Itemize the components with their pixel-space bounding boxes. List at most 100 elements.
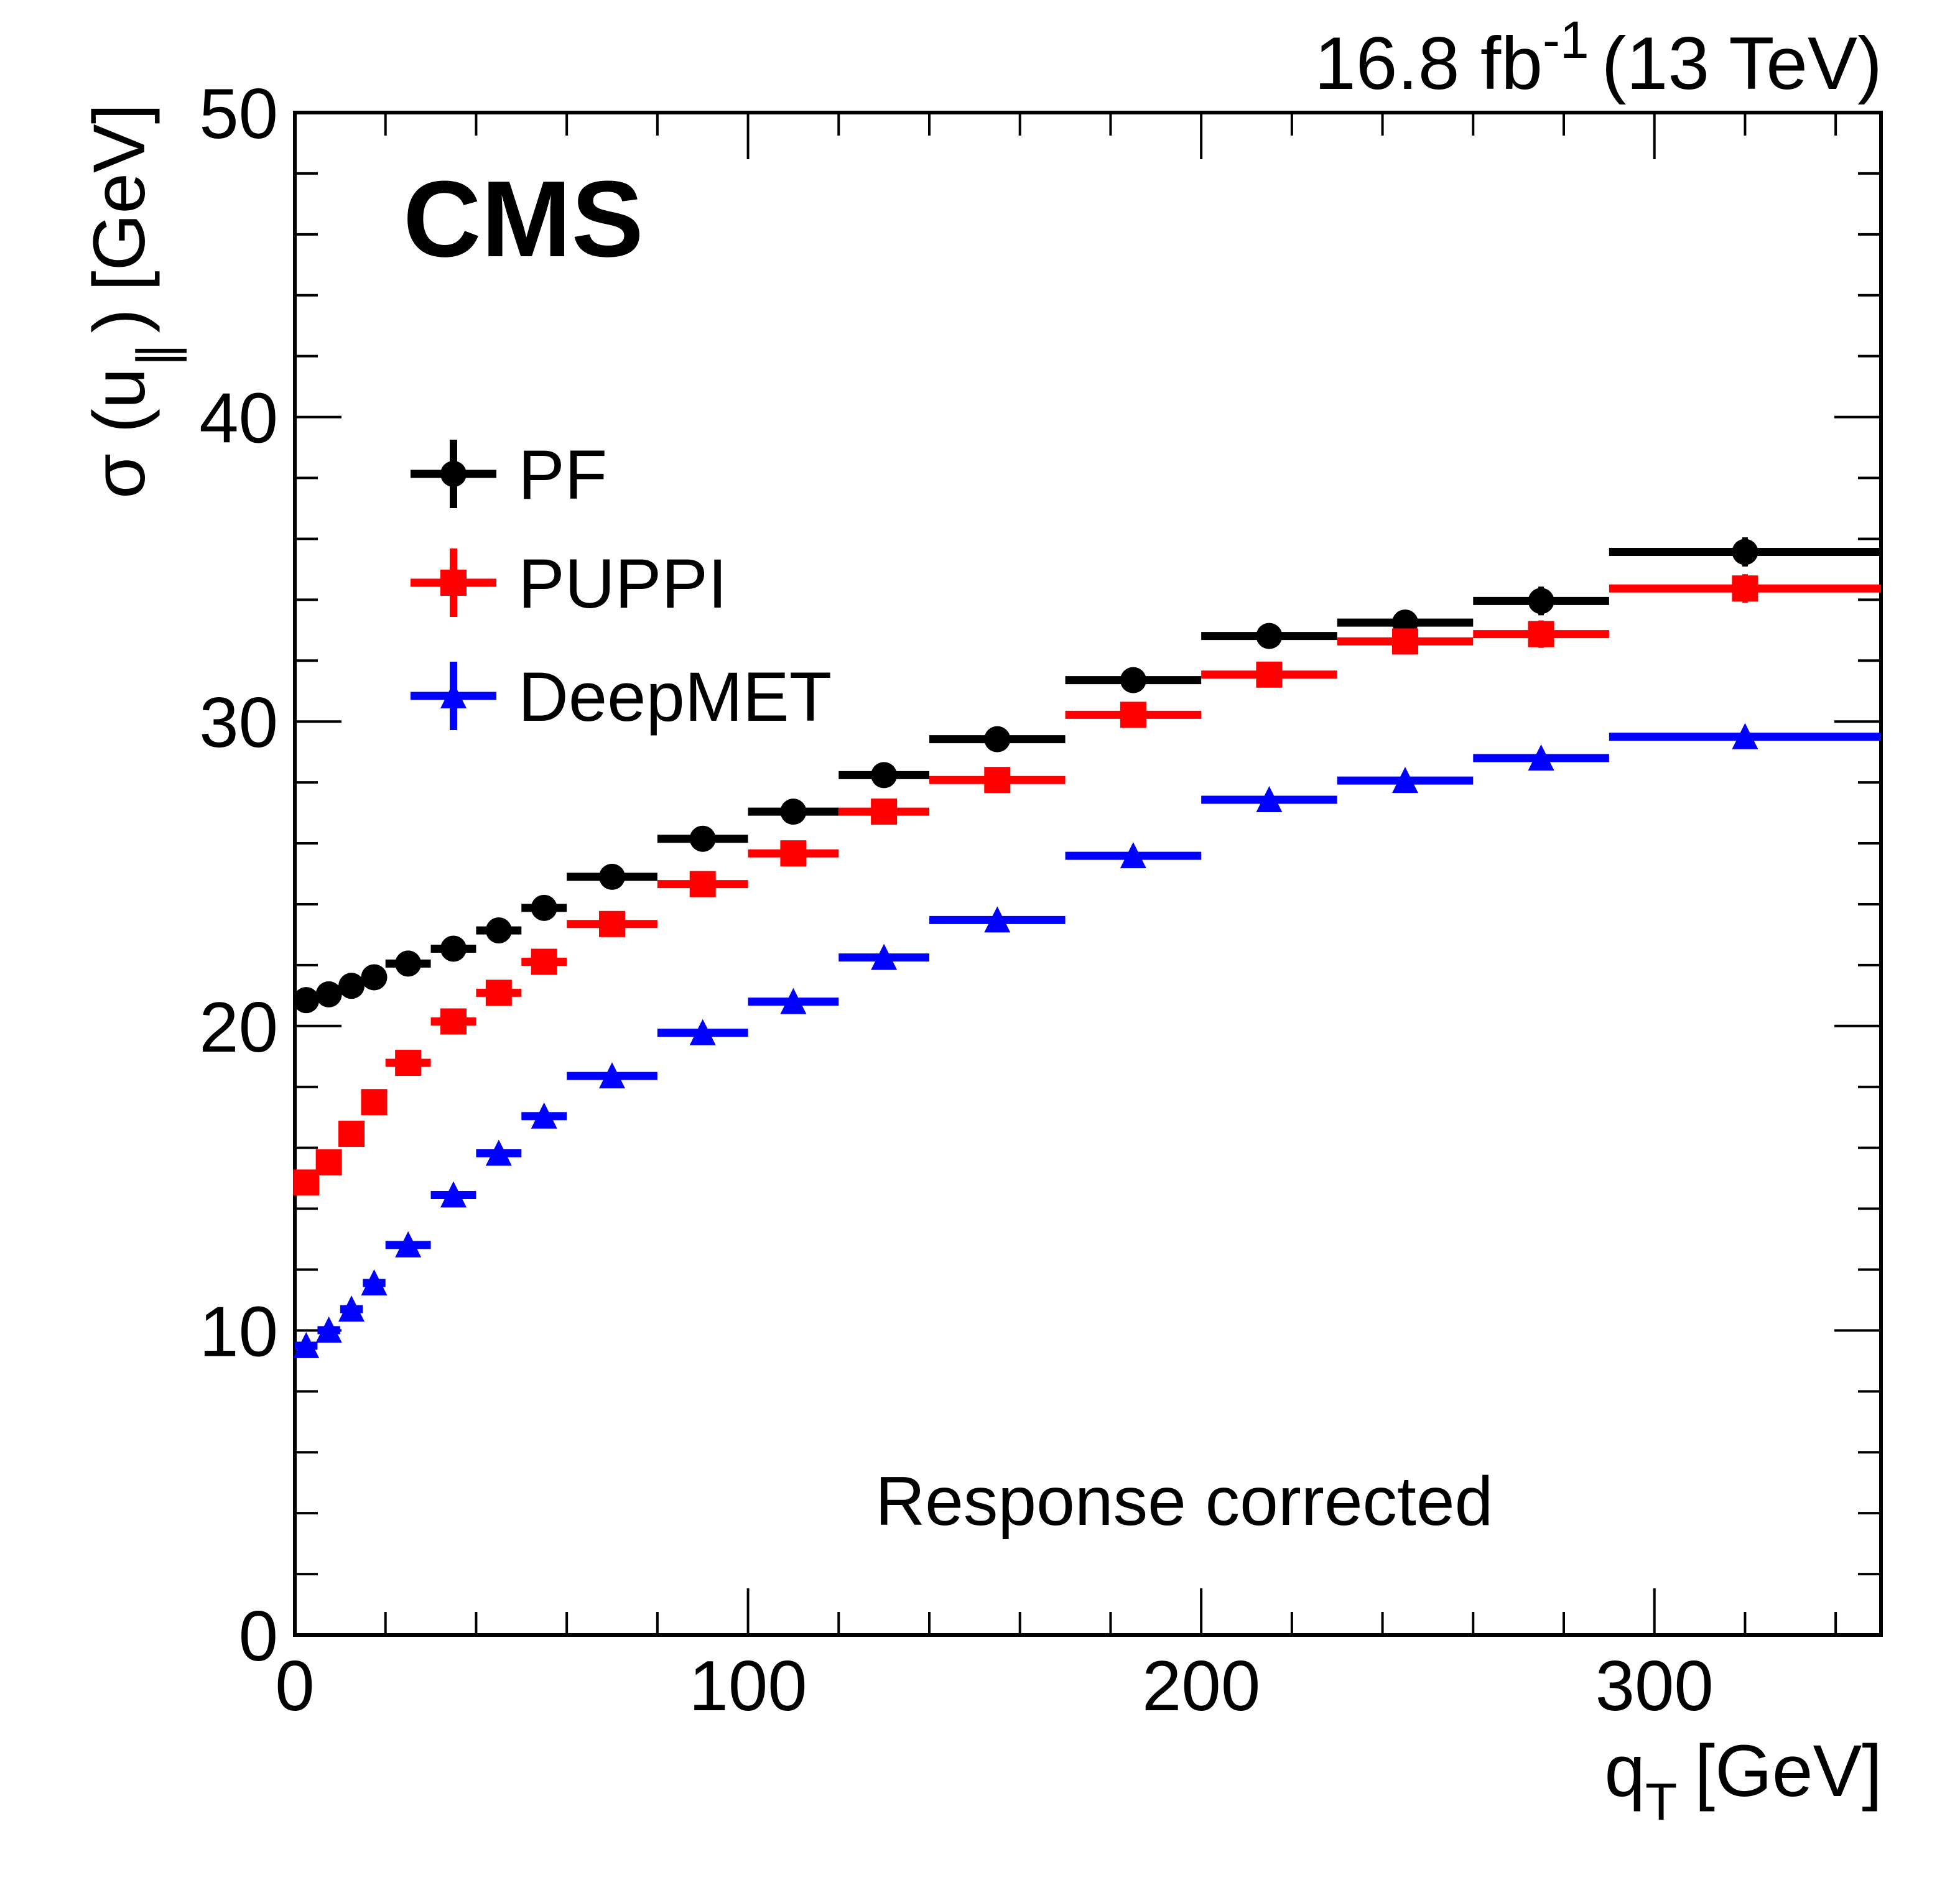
marker-triangle-up bbox=[984, 906, 1011, 933]
series-pf bbox=[293, 537, 1881, 1014]
marker-circle bbox=[531, 894, 557, 921]
data-point bbox=[293, 1331, 320, 1358]
marker-triangle-up bbox=[293, 1331, 320, 1358]
lumi-energy: (13 TeV) bbox=[1602, 22, 1882, 105]
y-tick-label: 10 bbox=[199, 1292, 278, 1371]
marker-square bbox=[315, 1149, 342, 1176]
x-axis-title-unit: [GeV] bbox=[1694, 1730, 1882, 1812]
legend-marker-triangle-up bbox=[440, 682, 467, 708]
data-point bbox=[385, 1231, 431, 1257]
legend-marker-circle bbox=[440, 461, 467, 487]
data-point bbox=[1473, 744, 1609, 771]
marker-triangle-up bbox=[780, 988, 807, 1014]
data-point bbox=[567, 1062, 657, 1089]
data-point bbox=[1065, 842, 1202, 869]
data-point bbox=[1337, 628, 1474, 655]
data-point bbox=[521, 948, 567, 975]
data-point bbox=[521, 1102, 567, 1129]
marker-square bbox=[689, 871, 716, 897]
marker-square bbox=[871, 799, 898, 825]
marker-triangle-up bbox=[338, 1295, 365, 1322]
data-point bbox=[430, 1181, 476, 1208]
marker-circle bbox=[395, 950, 422, 977]
marker-circle bbox=[361, 964, 388, 991]
marker-triangle-up bbox=[1256, 786, 1283, 813]
data-point bbox=[929, 726, 1066, 752]
marker-square bbox=[440, 1008, 467, 1035]
marker-circle bbox=[780, 799, 807, 825]
data-point bbox=[1609, 574, 1881, 603]
legend-label: DeepMET bbox=[518, 658, 832, 736]
x-tick-label: 300 bbox=[1595, 1647, 1714, 1726]
data-point bbox=[1473, 586, 1609, 616]
data-point bbox=[1337, 767, 1474, 794]
data-point bbox=[657, 1019, 748, 1045]
data-point bbox=[748, 799, 839, 825]
data-point bbox=[361, 1269, 388, 1296]
data-point bbox=[315, 1149, 342, 1176]
marker-square bbox=[531, 948, 557, 975]
data-point bbox=[338, 1295, 365, 1322]
marker-circle bbox=[689, 825, 716, 852]
legend-entry-deepmet: DeepMET bbox=[411, 658, 832, 736]
data-point bbox=[315, 1316, 342, 1343]
data-point bbox=[838, 943, 929, 970]
y-axis-title-close: ) bbox=[78, 308, 160, 333]
marker-circle bbox=[984, 726, 1011, 752]
y-tick-label: 30 bbox=[199, 683, 278, 762]
y-tick-label: 50 bbox=[199, 75, 278, 154]
marker-circle bbox=[599, 863, 625, 890]
data-point bbox=[929, 767, 1066, 794]
marker-circle bbox=[871, 762, 898, 789]
marker-square bbox=[361, 1089, 388, 1116]
plot-frame bbox=[293, 111, 1883, 1637]
cms-label: CMS bbox=[403, 158, 644, 279]
y-tick-label: 40 bbox=[199, 379, 278, 458]
legend-entry-puppi: PUPPI bbox=[411, 545, 727, 623]
marker-square bbox=[599, 910, 625, 937]
marker-circle bbox=[1256, 623, 1283, 649]
marker-circle bbox=[1528, 588, 1554, 614]
marker-square bbox=[984, 767, 1011, 794]
marker-square bbox=[1528, 621, 1554, 647]
y-axis-title: σ (u∥) [GeV] bbox=[78, 103, 187, 499]
marker-circle bbox=[338, 973, 365, 999]
data-point bbox=[361, 1089, 388, 1116]
marker-square bbox=[1392, 628, 1418, 655]
marker-circle bbox=[293, 987, 320, 1014]
legend-label: PUPPI bbox=[518, 545, 727, 623]
marker-triangle-up bbox=[1392, 767, 1418, 794]
series-puppi bbox=[293, 574, 1881, 1196]
data-point bbox=[293, 987, 320, 1014]
series-deepmet bbox=[293, 723, 1881, 1358]
marker-square bbox=[1732, 575, 1758, 602]
data-point bbox=[748, 840, 839, 867]
data-point bbox=[1201, 661, 1337, 688]
marker-triangle-up bbox=[485, 1139, 512, 1166]
x-axis-title-subscript: T bbox=[1645, 1772, 1677, 1831]
data-point bbox=[476, 1139, 522, 1166]
marker-triangle-up bbox=[689, 1019, 716, 1045]
data-point bbox=[338, 973, 365, 999]
data-point bbox=[430, 935, 476, 962]
marker-triangle-up bbox=[871, 943, 898, 970]
data-point bbox=[1609, 537, 1881, 567]
marker-circle bbox=[315, 981, 342, 1007]
data-point bbox=[476, 979, 522, 1006]
marker-triangle-up bbox=[361, 1269, 388, 1296]
legend: PF PUPPI DeepMET bbox=[411, 436, 832, 736]
y-axis-title-subscript: ∥ bbox=[128, 341, 187, 368]
data-point bbox=[385, 1050, 431, 1077]
data-point bbox=[1065, 667, 1202, 693]
x-axis-title-main: q bbox=[1604, 1730, 1645, 1812]
data-point bbox=[1201, 786, 1337, 813]
data-point bbox=[838, 762, 929, 789]
marker-triangle-up bbox=[599, 1062, 625, 1089]
axes bbox=[293, 111, 1883, 1637]
marker-triangle-up bbox=[531, 1102, 557, 1129]
legend-marker-square bbox=[440, 570, 467, 596]
y-tick-label: 20 bbox=[199, 988, 278, 1067]
data-point bbox=[1065, 702, 1202, 728]
